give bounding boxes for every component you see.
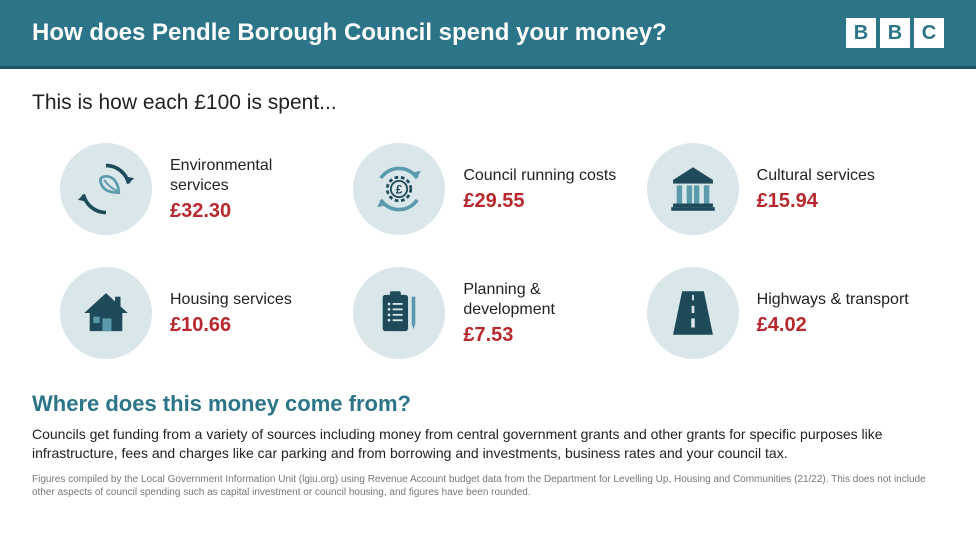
section-title: Where does this money come from? (32, 391, 944, 417)
item-value: £10.66 (170, 314, 292, 337)
item-text: Highways & transport £4.02 (757, 290, 909, 337)
svg-text:£: £ (396, 184, 403, 197)
item-value: £4.02 (757, 314, 909, 337)
section-body: Councils get funding from a variety of s… (32, 425, 944, 463)
item-label: Highways & transport (757, 290, 909, 310)
section-footnote: Figures compiled by the Local Government… (32, 473, 944, 499)
road-icon (647, 267, 739, 359)
spending-item: Cultural services £15.94 (647, 143, 916, 235)
item-text: Planning & development £7.53 (463, 280, 622, 347)
header-title: How does Pendle Borough Council spend yo… (32, 19, 667, 47)
item-text: Cultural services £15.94 (757, 166, 875, 213)
item-text: Council running costs £29.55 (463, 166, 616, 213)
item-value: £29.55 (463, 190, 616, 213)
spending-item: Highways & transport £4.02 (647, 267, 916, 359)
subtitle: This is how each £100 is spent... (32, 91, 944, 115)
item-value: £32.30 (170, 200, 329, 223)
item-value: £15.94 (757, 190, 875, 213)
bbc-logo-letter: B (846, 18, 876, 48)
leaf-cycle-icon (60, 143, 152, 235)
clipboard-icon (353, 267, 445, 359)
item-label: Cultural services (757, 166, 875, 186)
building-icon (647, 143, 739, 235)
content-area: This is how each £100 is spent... Enviro… (0, 69, 976, 509)
item-text: Housing services £10.66 (170, 290, 292, 337)
spending-grid: Environmental services £32.30 £ Council … (32, 143, 944, 359)
item-label: Planning & development (463, 280, 622, 320)
item-label: Environmental services (170, 156, 329, 196)
spending-item: Planning & development £7.53 (353, 267, 622, 359)
bbc-logo-letter: C (914, 18, 944, 48)
spending-item: £ Council running costs £29.55 (353, 143, 622, 235)
item-label: Council running costs (463, 166, 616, 186)
item-text: Environmental services £32.30 (170, 156, 329, 223)
item-label: Housing services (170, 290, 292, 310)
header-bar: How does Pendle Borough Council spend yo… (0, 0, 976, 69)
item-value: £7.53 (463, 324, 622, 347)
spending-item: Environmental services £32.30 (60, 143, 329, 235)
bbc-logo-letter: B (880, 18, 910, 48)
gear-pound-icon: £ (353, 143, 445, 235)
house-icon (60, 267, 152, 359)
bbc-logo: B B C (846, 18, 944, 48)
spending-item: Housing services £10.66 (60, 267, 329, 359)
